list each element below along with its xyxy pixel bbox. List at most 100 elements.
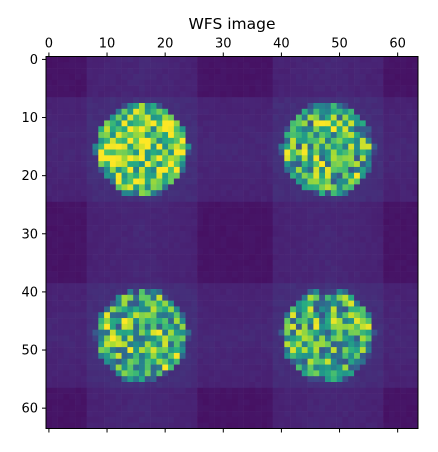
- heatmap-cell: [115, 172, 122, 179]
- heatmap-cell: [237, 254, 244, 261]
- heatmap-cell: [185, 323, 192, 330]
- heatmap-cell: [307, 161, 314, 168]
- heatmap-cell: [57, 143, 64, 150]
- heatmap-cell: [115, 387, 122, 394]
- heatmap-cell: [330, 329, 337, 336]
- heatmap-cell: [394, 149, 401, 156]
- heatmap-cell: [377, 213, 384, 220]
- heatmap-cell: [202, 382, 210, 389]
- heatmap-cell: [255, 254, 262, 261]
- heatmap-cell: [412, 323, 419, 330]
- heatmap-cell: [255, 335, 262, 342]
- heatmap-cell: [319, 196, 326, 203]
- heatmap-cell: [400, 143, 407, 150]
- heatmap-cell: [406, 411, 413, 418]
- heatmap-cell: [109, 126, 117, 133]
- heatmap-cell: [412, 382, 419, 389]
- heatmap-cell: [243, 254, 250, 261]
- heatmap-cell: [46, 323, 53, 330]
- heatmap-cell: [371, 137, 378, 144]
- heatmap-cell: [249, 382, 256, 389]
- heatmap-cell: [179, 236, 186, 243]
- heatmap-cell: [115, 56, 122, 63]
- heatmap-cell: [237, 265, 244, 272]
- heatmap-cell: [75, 312, 82, 319]
- heatmap-cell: [319, 114, 326, 121]
- heatmap-cell: [243, 178, 250, 185]
- heatmap-cell: [272, 73, 279, 81]
- heatmap-cell: [261, 312, 268, 319]
- heatmap-cell: [406, 352, 413, 360]
- heatmap-cell: [365, 248, 372, 255]
- heatmap-cell: [249, 236, 256, 243]
- heatmap-cell: [301, 399, 308, 406]
- heatmap-cell: [371, 399, 378, 406]
- heatmap-cell: [98, 294, 105, 301]
- heatmap-cell: [63, 68, 70, 75]
- heatmap-cell: [255, 294, 262, 301]
- heatmap-cell: [51, 416, 58, 423]
- heatmap-cell: [98, 97, 105, 104]
- heatmap-cell: [98, 166, 105, 174]
- heatmap-cell: [232, 323, 239, 330]
- heatmap-cell: [220, 352, 227, 360]
- heatmap-cell: [388, 73, 396, 81]
- heatmap-cell: [354, 271, 361, 278]
- heatmap-cell: [109, 248, 117, 255]
- heatmap-cell: [144, 236, 151, 243]
- heatmap-cell: [80, 399, 87, 406]
- heatmap-cell: [301, 155, 308, 162]
- heatmap-cell: [301, 219, 308, 226]
- heatmap-cell: [208, 225, 215, 232]
- heatmap-cell: [261, 335, 268, 342]
- heatmap-cell: [46, 149, 53, 156]
- heatmap-cell: [197, 132, 204, 139]
- heatmap-cell: [144, 178, 151, 185]
- heatmap-cell: [301, 352, 308, 360]
- heatmap-cell: [400, 283, 407, 290]
- heatmap-cell: [336, 312, 343, 319]
- heatmap-cell: [80, 242, 87, 249]
- heatmap-cell: [226, 213, 233, 220]
- heatmap-cell: [383, 132, 390, 139]
- heatmap-cell: [168, 294, 175, 301]
- heatmap-cell: [377, 97, 384, 104]
- heatmap-cell: [388, 103, 396, 110]
- heatmap-cell: [104, 68, 111, 75]
- heatmap-cell: [121, 68, 128, 75]
- heatmap-cell: [348, 416, 355, 423]
- heatmap-cell: [295, 97, 303, 104]
- heatmap-cell: [232, 196, 239, 203]
- heatmap-cell: [342, 68, 349, 75]
- heatmap-cell: [98, 108, 105, 115]
- heatmap-cell: [208, 265, 215, 272]
- heatmap-cell: [232, 190, 239, 197]
- heatmap-cell: [150, 97, 157, 104]
- heatmap-cell: [272, 358, 279, 365]
- heatmap-cell: [266, 265, 273, 272]
- heatmap-cell: [412, 114, 419, 121]
- heatmap-cell: [359, 335, 366, 342]
- heatmap-cell: [365, 405, 372, 412]
- heatmap-cell: [46, 178, 53, 185]
- heatmap-cell: [243, 196, 250, 203]
- heatmap-cell: [237, 335, 244, 342]
- heatmap-cell: [330, 213, 337, 220]
- heatmap-cell: [226, 190, 233, 197]
- heatmap-cell: [226, 56, 233, 63]
- heatmap-cell: [69, 219, 76, 226]
- heatmap-cell: [46, 155, 53, 162]
- heatmap-cell: [365, 143, 372, 150]
- heatmap-cell: [208, 416, 215, 423]
- heatmap-cell: [133, 352, 140, 360]
- heatmap-cell: [179, 213, 186, 220]
- heatmap-cell: [150, 382, 157, 389]
- heatmap-cell: [185, 306, 192, 313]
- heatmap-cell: [342, 242, 349, 249]
- heatmap-cell: [342, 294, 349, 301]
- heatmap-cell: [365, 347, 372, 354]
- heatmap-cell: [249, 184, 256, 191]
- heatmap-cell: [377, 283, 384, 290]
- heatmap-cell: [57, 108, 64, 115]
- heatmap-cell: [92, 172, 99, 179]
